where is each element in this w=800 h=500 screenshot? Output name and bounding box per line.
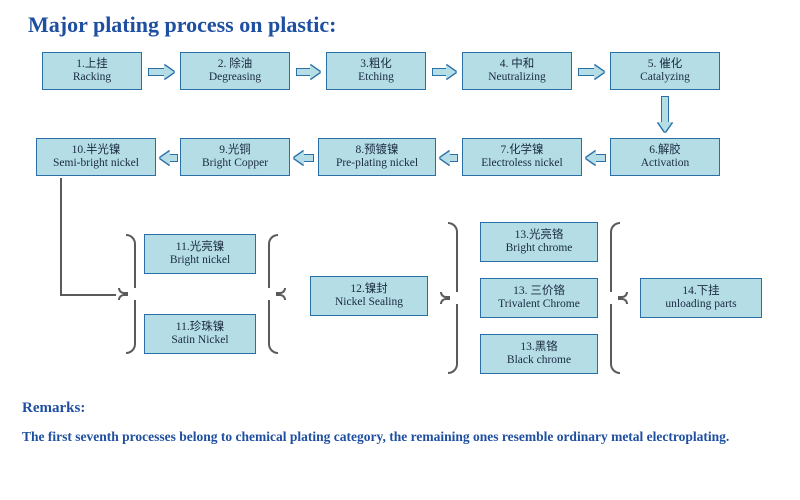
node-n7: 7.化学镍Electroless nickel [462,138,582,176]
node-label-cn: 7.化学镍 [500,144,543,157]
node-n13a: 13.光亮铬Bright chrome [480,222,598,262]
node-label-cn: 2. 除油 [218,58,253,71]
node-label-en: Neutralizing [488,71,545,84]
node-label-cn: 10.半光镍 [72,144,121,157]
node-label-cn: 14.下挂 [682,285,719,298]
node-n4: 4. 中和Neutralizing [462,52,572,90]
node-n5: 5. 催化Catalyzing [610,52,720,90]
node-label-cn: 4. 中和 [500,58,535,71]
node-label-cn: 9.光铜 [219,144,251,157]
node-label-en: unloading parts [665,298,736,311]
node-n14: 14.下挂unloading parts [640,278,762,318]
remarks-text: The first seventh processes belong to ch… [22,428,762,446]
node-n9: 9.光铜Bright Copper [180,138,290,176]
brace [118,234,136,354]
brace [440,222,458,374]
node-n13c: 13.黑铬Black chrome [480,334,598,374]
node-label-cn: 11.珍珠镍 [176,321,224,334]
brace [268,234,286,354]
node-n10: 10.半光镍Semi-bright nickel [36,138,156,176]
node-label-cn: 12.镍封 [350,283,387,296]
node-n3: 3.粗化Etching [326,52,426,90]
node-label-cn: 13.光亮铬 [515,229,564,242]
node-n11b: 11.珍珠镍Satin Nickel [144,314,256,354]
node-label-en: Semi-bright nickel [53,157,139,170]
node-label-cn: 11.光亮镍 [176,241,224,254]
node-label-en: Electroless nickel [481,157,562,170]
node-label-cn: 13. 三价铬 [513,285,565,298]
node-label-en: Degreasing [209,71,261,84]
node-label-en: Black chrome [507,354,571,367]
node-label-en: Activation [641,157,690,170]
node-label-cn: 3.粗化 [360,58,392,71]
node-label-en: Etching [358,71,394,84]
node-label-en: Racking [73,71,111,84]
node-n11a: 11.光亮镍Bright nickel [144,234,256,274]
remarks-heading: Remarks: [22,400,85,417]
node-label-cn: 8.预镀镍 [355,144,398,157]
node-n12: 12.镍封Nickel Sealing [310,276,428,316]
connector-n10-down [60,178,62,294]
node-n8: 8.预镀镍Pre-plating nickel [318,138,436,176]
node-label-en: Bright nickel [170,254,230,267]
brace [610,222,628,374]
connector-n10-right [60,294,116,296]
node-n1: 1.上挂Racking [42,52,142,90]
node-label-cn: 5. 催化 [648,58,683,71]
node-label-en: Trivalent Chrome [498,298,580,311]
node-label-en: Satin Nickel [171,334,228,347]
node-label-en: Pre-plating nickel [336,157,418,170]
node-label-en: Bright chrome [506,242,573,255]
node-label-cn: 13.黑铬 [520,341,557,354]
node-label-en: Nickel Sealing [335,296,403,309]
node-label-cn: 6.解胶 [649,144,681,157]
flowchart-canvas: 1.上挂Racking 2. 除油Degreasing 3.粗化Etching 4. … [0,0,800,500]
node-label-cn: 1.上挂 [76,58,108,71]
node-label-en: Bright Copper [202,157,268,170]
node-n13b: 13. 三价铬Trivalent Chrome [480,278,598,318]
node-n2: 2. 除油Degreasing [180,52,290,90]
node-n6: 6.解胶Activation [610,138,720,176]
node-label-en: Catalyzing [640,71,690,84]
